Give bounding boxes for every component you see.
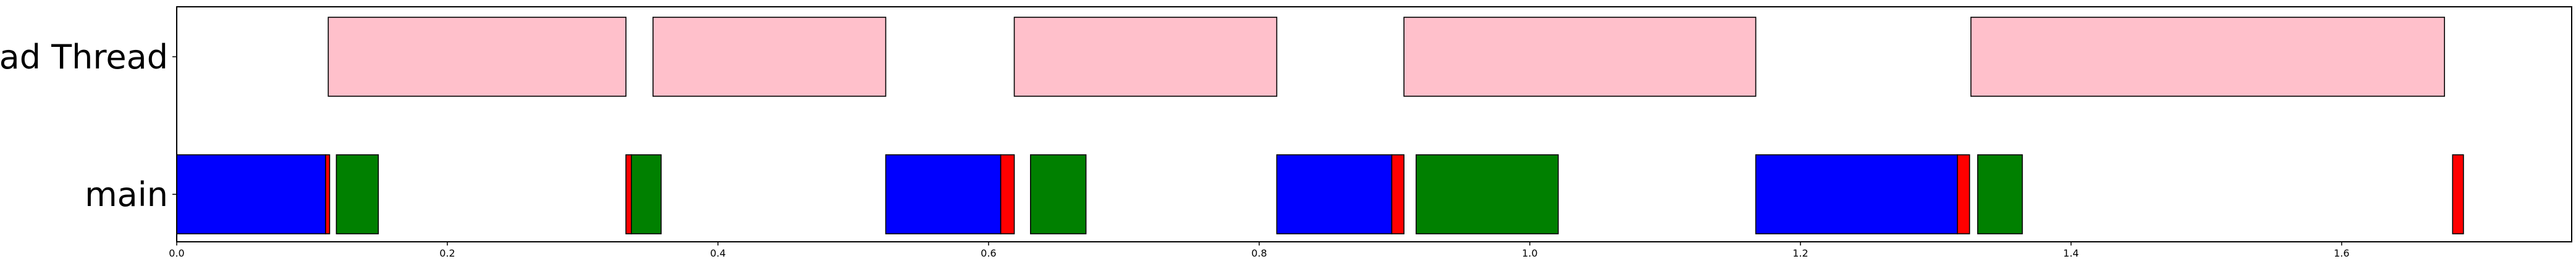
x-tick-label-8: 1.6 — [2334, 247, 2349, 259]
x-tick-label-0: 0.0 — [169, 247, 184, 259]
x-axis: 0.0 0.2 0.4 0.6 0.8 1.0 1.2 1.4 1.6 — [169, 242, 2349, 259]
main-segment-7 — [1029, 154, 1087, 234]
y-axis: load Thread main — [0, 38, 177, 214]
main-segment-6 — [1000, 154, 1015, 234]
main-segment-9 — [1391, 154, 1404, 234]
load-thread-segment-2 — [1013, 17, 1278, 97]
main-segment-11 — [1755, 154, 1958, 234]
main-segment-2 — [336, 154, 379, 234]
y-tick-label-main: main — [85, 175, 168, 214]
x-tick-label-7: 1.4 — [2063, 247, 2079, 259]
x-tick-label-5: 1.0 — [1522, 247, 1537, 259]
y-tick-label-load-thread: load Thread — [0, 38, 168, 76]
x-tick-label-2: 0.4 — [710, 247, 725, 259]
segments-layer — [176, 17, 2464, 234]
load-thread-segment-0 — [327, 17, 627, 97]
main-segment-5 — [885, 154, 1002, 234]
main-segment-0 — [176, 154, 326, 234]
main-segment-13 — [1977, 154, 2023, 234]
main-segment-3 — [625, 154, 632, 234]
x-tick-label-6: 1.2 — [1793, 247, 1808, 259]
main-segment-14 — [2452, 154, 2464, 234]
main-segment-8 — [1276, 154, 1393, 234]
x-tick-label-4: 0.8 — [1251, 247, 1267, 259]
x-tick-label-3: 0.6 — [981, 247, 996, 259]
load-thread-segment-4 — [1970, 17, 2445, 97]
x-tick-label-1: 0.2 — [439, 247, 455, 259]
main-segment-1 — [325, 154, 331, 234]
main-segment-4 — [630, 154, 662, 234]
plot-frame — [176, 6, 2572, 242]
load-thread-segment-3 — [1403, 17, 1757, 97]
main-segment-10 — [1416, 154, 1559, 234]
main-segment-12 — [1957, 154, 1970, 234]
load-thread-segment-1 — [652, 17, 887, 97]
